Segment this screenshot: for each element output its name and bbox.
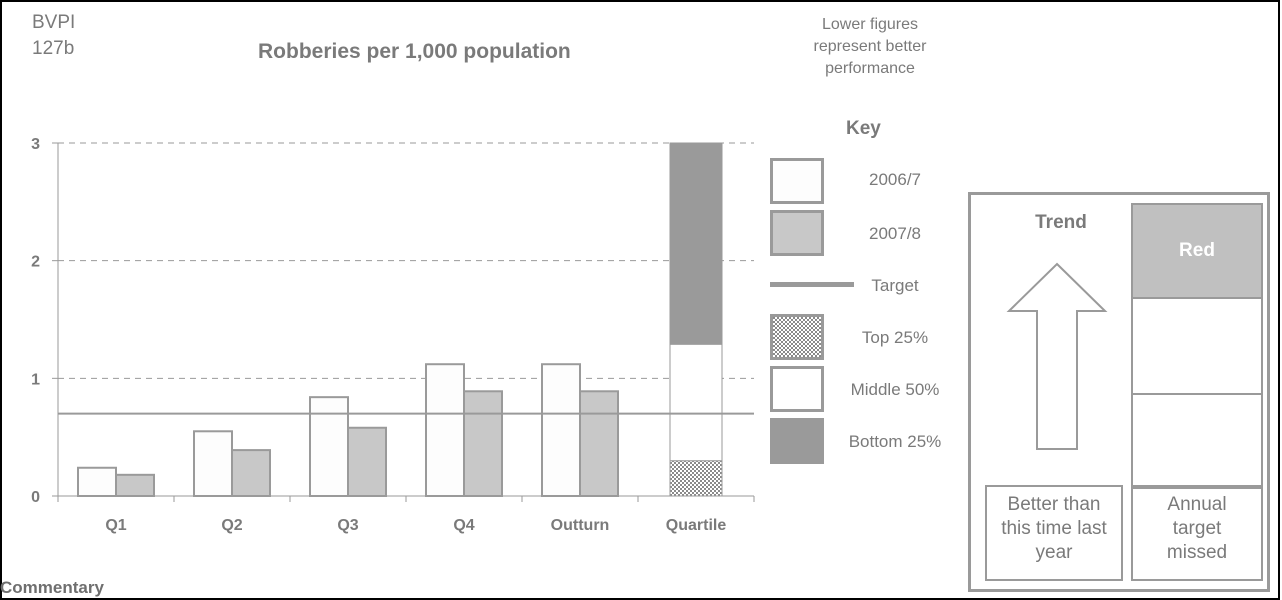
bar-2006-7 <box>309 396 349 497</box>
trend-caption-line-2: this time last <box>1001 518 1107 539</box>
bar-2007-8 <box>463 390 503 498</box>
trend-up-arrow-icon <box>1006 262 1108 450</box>
chart-title: Robberies per 1,000 population <box>258 40 571 63</box>
key-swatch-2006 <box>770 158 824 204</box>
y-tick-label: 2 <box>31 254 40 271</box>
bvpi-text: BVPI <box>32 12 76 33</box>
note-line-2: represent better <box>813 38 927 55</box>
x-tick-label: Quartile <box>666 517 727 534</box>
trend-caption-cell: Better than this time last year <box>985 485 1123 581</box>
key-swatch-bottom25 <box>770 418 824 464</box>
quartile-middle-50 <box>669 343 723 462</box>
key-label-target: Target <box>871 276 919 295</box>
commentary-heading: Commentary <box>0 578 104 597</box>
note-line-3: performance <box>825 60 915 77</box>
bvpi-code: 127b <box>32 38 75 59</box>
bar-2007-8 <box>115 473 155 498</box>
x-tick-label: Q4 <box>453 517 474 534</box>
quartile-bottom-25 <box>669 142 723 345</box>
target-caption: Annual target missed <box>1133 493 1261 565</box>
target-caption-line-3: missed <box>1166 542 1228 563</box>
y-tick-label: 1 <box>31 371 40 388</box>
quartile-top-25 <box>669 460 723 497</box>
performance-panel: Trend Red Better than this time last yea… <box>968 192 1270 592</box>
key-swatch-2007 <box>770 210 824 256</box>
key-swatch-top25 <box>770 314 824 360</box>
status-red-cell: Red <box>1131 203 1263 299</box>
trend-caption: Better than this time last year <box>987 493 1121 565</box>
target-caption-line-1: Annual <box>1167 494 1227 515</box>
target-caption-line-2: target <box>1172 518 1222 539</box>
key-label-2007: 2007/8 <box>869 224 921 243</box>
x-tick-label: Q3 <box>337 517 358 534</box>
key-label-middle50: Middle 50% <box>850 380 940 399</box>
performance-note: Lower figures represent better performan… <box>770 14 970 80</box>
note-line-1: Lower figures <box>821 16 919 33</box>
key-swatch-middle50 <box>770 366 824 412</box>
status-green-cell <box>1131 393 1263 489</box>
key-swatch-target <box>770 282 854 287</box>
x-tick-label: Q2 <box>221 517 242 534</box>
key-label-2006: 2006/7 <box>869 170 921 189</box>
bvpi-label: BVPI 127b <box>32 10 75 62</box>
bar-2007-8 <box>347 426 387 497</box>
key-label-top25: Top 25% <box>861 328 929 347</box>
key-label-bottom25: Bottom 25% <box>848 432 942 451</box>
y-tick-label: 3 <box>31 136 40 153</box>
key-title: Key <box>846 118 881 139</box>
target-caption-cell: Annual target missed <box>1131 485 1263 581</box>
status-amber-cell <box>1131 297 1263 395</box>
bar-2007-8 <box>579 390 619 498</box>
trend-caption-line-1: Better than <box>1007 494 1101 515</box>
bar-2006-7 <box>193 430 233 497</box>
trend-label: Trend <box>1035 212 1087 233</box>
status-red-text: Red <box>1179 240 1215 261</box>
x-tick-label: Outturn <box>551 517 610 534</box>
bar-2007-8 <box>231 449 271 497</box>
bar-2006-7 <box>77 466 117 498</box>
trend-caption-line-3: year <box>1035 542 1073 563</box>
bar-2006-7 <box>425 363 465 498</box>
bar-2006-7 <box>541 363 581 498</box>
y-tick-label: 0 <box>31 489 40 506</box>
x-tick-label: Q1 <box>105 517 126 534</box>
